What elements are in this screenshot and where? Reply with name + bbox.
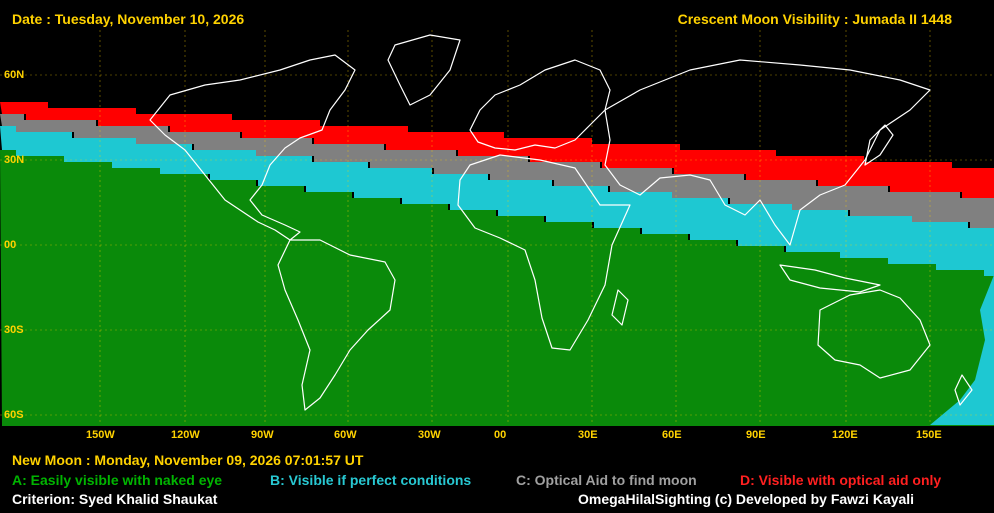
zone-band-a bbox=[0, 150, 994, 426]
zone-band-b bbox=[0, 126, 994, 276]
latitude-label: 30N bbox=[4, 154, 25, 166]
greenland-outline bbox=[387, 34, 461, 106]
longitude-label: 00 bbox=[494, 429, 507, 441]
latitude-label: 30S bbox=[4, 324, 24, 336]
credit-text: OmegaHilalSighting (c) Developed by Fawz… bbox=[578, 491, 915, 507]
north-america-outline bbox=[149, 54, 356, 241]
criterion-text: Criterion: Syed Khalid Shaukat bbox=[12, 491, 218, 507]
new-zealand-outline bbox=[954, 374, 973, 406]
longitude-label: 120E bbox=[832, 429, 858, 441]
zone-band-d bbox=[0, 102, 994, 198]
south-america-outline bbox=[277, 239, 396, 411]
zone-band-b-south bbox=[930, 275, 994, 425]
latitude-label: 00 bbox=[4, 239, 17, 251]
map-date: Date : Tuesday, November 10, 2026 bbox=[12, 11, 245, 27]
latitude-label: 60S bbox=[4, 409, 24, 421]
longitude-label: 150E bbox=[916, 429, 942, 441]
lat-lon-grid bbox=[0, 30, 994, 425]
asia-outline bbox=[604, 59, 931, 246]
continent-outlines bbox=[149, 34, 973, 411]
longitude-label: 150W bbox=[86, 429, 115, 441]
legend-zone-a: A: Easily visible with naked eye bbox=[12, 472, 223, 488]
longitude-label: 60W bbox=[334, 429, 357, 441]
longitude-label: 30W bbox=[418, 429, 441, 441]
legend-zone-b: B: Visible if perfect conditions bbox=[270, 472, 472, 488]
longitude-label: 60E bbox=[662, 429, 682, 441]
longitude-label: 30E bbox=[578, 429, 598, 441]
africa-outline bbox=[457, 154, 631, 351]
longitude-label: 90E bbox=[746, 429, 766, 441]
legend-zone-c: C: Optical Aid to find moon bbox=[516, 472, 697, 488]
new-moon-time: New Moon : Monday, November 09, 2026 07:… bbox=[12, 452, 364, 468]
australia-outline bbox=[817, 289, 931, 379]
japan-outline bbox=[864, 124, 894, 166]
longitude-label: 90W bbox=[251, 429, 274, 441]
indonesia-outline bbox=[779, 264, 881, 293]
visibility-zones bbox=[0, 102, 994, 426]
latitude-label: 60N bbox=[4, 69, 25, 81]
zone-band-c bbox=[0, 114, 994, 228]
longitude-label: 120W bbox=[171, 429, 200, 441]
madagascar-outline bbox=[611, 289, 629, 326]
legend-zone-d: D: Visible with optical aid only bbox=[740, 472, 942, 488]
map-title: Crescent Moon Visibility : Jumada II 144… bbox=[677, 11, 952, 27]
